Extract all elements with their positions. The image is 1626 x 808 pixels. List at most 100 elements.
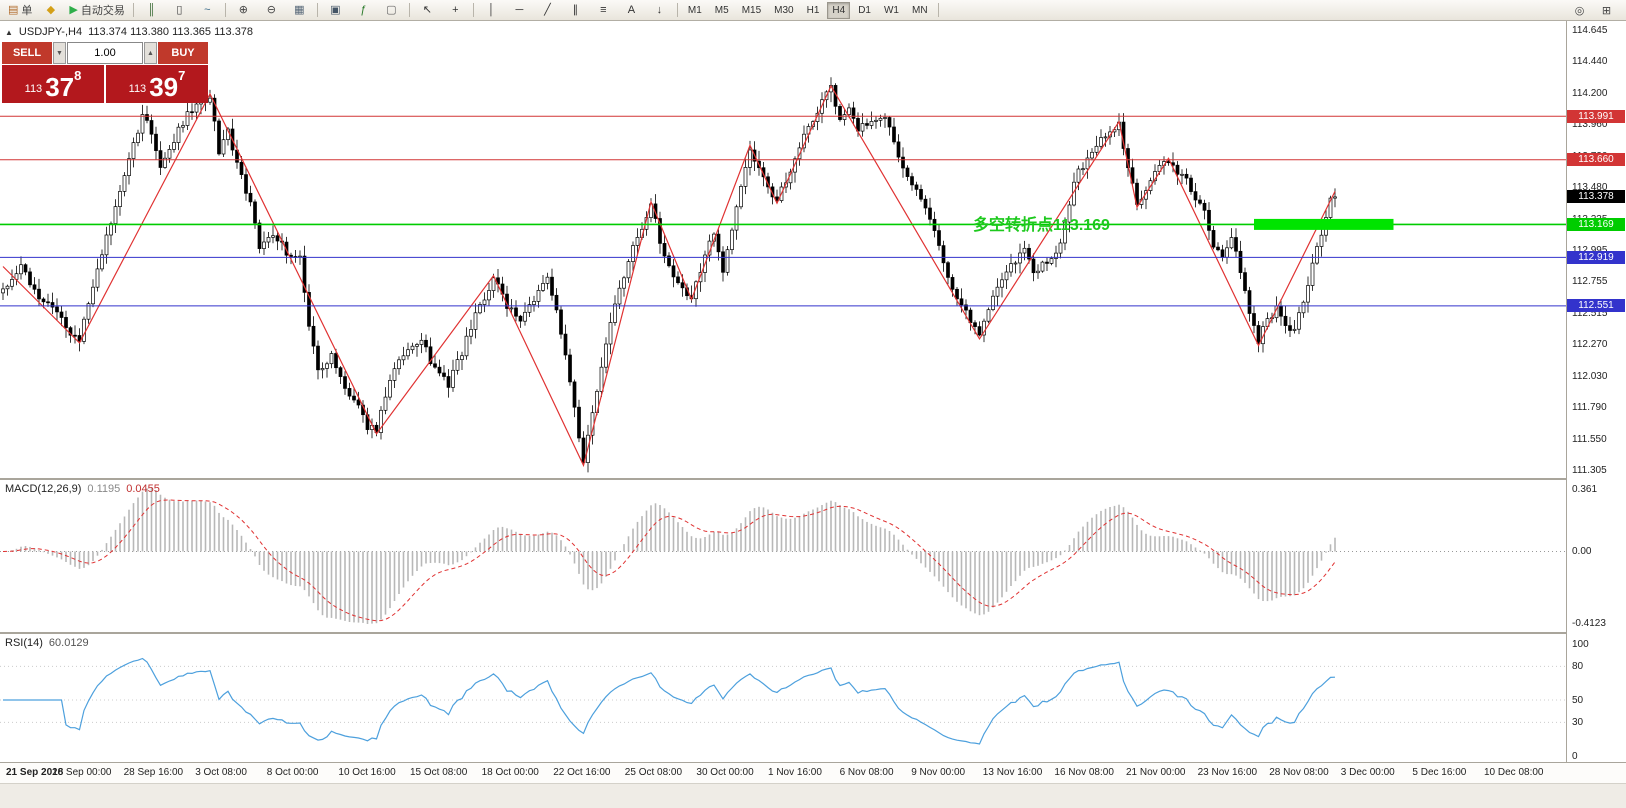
- vertical-line-button[interactable]: │: [478, 1, 505, 20]
- price-axis-label: 80: [1572, 661, 1584, 673]
- timeframe-m1-button[interactable]: M1: [687, 4, 702, 16]
- fibonacci-button[interactable]: ≡: [590, 1, 617, 20]
- buy-price-display[interactable]: 113 39 7: [106, 65, 208, 103]
- autotrading-icon: ▶: [69, 3, 78, 16]
- toolbar-separator: [132, 3, 134, 17]
- tile-windows-button[interactable]: ▣: [322, 1, 349, 20]
- toolbar: ▤ 单 ◆ ▶ 自动交易 ║ ▯ ~ ⊕ ⊖ ▦ ▣ ƒ ▢ ↖ + │ ─ ╱ ∥ ≡ A ↓ M1 M5 M15 M30 H1 H4…: [0, 0, 1626, 21]
- timeframe-h4-button[interactable]: H4: [827, 1, 851, 19]
- price-axis-label: -0.4123: [1572, 618, 1606, 629]
- objects-list-button[interactable]: ▢: [378, 1, 405, 20]
- time-axis-label: 26 Sep 00:00: [52, 767, 112, 778]
- objects-list-icon: ▢: [386, 3, 397, 16]
- buy-button[interactable]: BUY: [158, 42, 208, 64]
- time-axis-label: 9 Nov 00:00: [911, 767, 966, 778]
- tile-windows-icon: ▣: [330, 3, 341, 16]
- toolbar-separator: [472, 3, 474, 17]
- panel-splitter[interactable]: [0, 632, 1626, 634]
- trade-panel-prices: 113 37 8 113 39 7: [2, 65, 208, 103]
- toolbar-separator: [676, 3, 678, 17]
- arrows-button[interactable]: ↓: [646, 1, 673, 20]
- symbol-ohlc: 113.374 113.380 113.365 113.378: [88, 26, 254, 38]
- price-axis[interactable]: 114.645114.440114.200113.960113.720113.4…: [1566, 21, 1626, 762]
- price-badge-113.991: 113.991: [1567, 109, 1625, 123]
- search-icon: ◎: [1574, 5, 1585, 17]
- grid-button[interactable]: ▦: [286, 1, 313, 20]
- sell-button[interactable]: SELL: [2, 42, 52, 64]
- ohlc-bars-icon: ║: [147, 3, 156, 16]
- price-axis-label: 0.361: [1572, 484, 1598, 495]
- time-axis-label: 21 Sep 2018: [6, 767, 64, 778]
- price-axis-label: 112.995: [1572, 245, 1607, 256]
- indicators-button[interactable]: ƒ: [350, 1, 377, 20]
- timeframe-h1-button[interactable]: H1: [806, 4, 820, 16]
- timeframe-m5-button[interactable]: M5: [714, 4, 729, 16]
- cursor-button[interactable]: ↖: [414, 1, 441, 20]
- price-axis-label: 50: [1572, 695, 1584, 706]
- rsi-panel[interactable]: RSI(14) 60.0129: [0, 634, 1566, 762]
- rsi-line: [3, 657, 1336, 745]
- panel-splitter[interactable]: [0, 478, 1626, 480]
- line-chart-button[interactable]: ~: [194, 1, 221, 20]
- timeframe-m30-button[interactable]: M30: [774, 4, 794, 16]
- pivot-zone-bar[interactable]: [1254, 218, 1394, 230]
- macd-chart[interactable]: [0, 480, 1566, 632]
- timeframe-w1-button[interactable]: W1: [883, 4, 899, 16]
- search-button[interactable]: ◎: [1566, 2, 1593, 21]
- symbol-header: ▲ USDJPY-,H4 113.374 113.380 113.365 113…: [5, 26, 253, 38]
- volume-up-button[interactable]: ▲: [144, 42, 157, 64]
- macd-header: MACD(12,26,9) 0.1195 0.0455: [5, 483, 160, 495]
- price-axis-label: 100: [1572, 639, 1589, 650]
- quick-panel-icon: ⊞: [1601, 5, 1612, 17]
- volume-input[interactable]: [67, 42, 143, 64]
- candlesticks-button[interactable]: ▯: [166, 1, 193, 20]
- rsi-header: RSI(14) 60.0129: [5, 637, 89, 649]
- price-axis-label: 113.480: [1572, 182, 1608, 194]
- text-label-button[interactable]: A: [618, 1, 645, 20]
- new-order-icon: ▤: [8, 3, 19, 16]
- axis-splitter: [0, 762, 1626, 763]
- price-axis-label: 0.00: [1572, 546, 1592, 558]
- ohlc-bars-button[interactable]: ║: [138, 1, 165, 20]
- macd-panel[interactable]: MACD(12,26,9) 0.1195 0.0455: [0, 480, 1566, 632]
- buy-price-prefix: 113: [128, 83, 147, 95]
- trendline-icon: ╱: [544, 3, 551, 16]
- chart-window-button[interactable]: ◆: [37, 1, 64, 20]
- quick-panel-button[interactable]: ⊞: [1593, 2, 1620, 21]
- symbol-arrow-icon: ▲: [5, 27, 13, 37]
- volume-down-button[interactable]: ▼: [53, 42, 66, 64]
- arrows-icon: ↓: [656, 3, 663, 16]
- main-chart-panel[interactable]: ▲ USDJPY-,H4 113.374 113.380 113.365 113…: [0, 21, 1566, 478]
- zoom-in-button[interactable]: ⊕: [230, 1, 257, 20]
- zigzag-line[interactable]: [2, 84, 1336, 468]
- time-axis-label: 25 Oct 08:00: [624, 767, 683, 778]
- equidistant-channel-button[interactable]: ∥: [562, 1, 589, 20]
- rsi-chart[interactable]: [0, 634, 1566, 762]
- candlestick-chart[interactable]: [0, 21, 1566, 478]
- price-axis-label: 111.790: [1572, 402, 1607, 414]
- pivot-annotation-text[interactable]: 多空转折点113.169: [973, 217, 1110, 234]
- time-axis[interactable]: 21 Sep 2018 26 Sep 00:00 28 Sep 16:00 3 Oct…: [0, 763, 1626, 783]
- trade-panel-controls: SELL ▼ ▲ BUY: [2, 42, 208, 64]
- price-axis-label: 111.305: [1572, 465, 1607, 477]
- timeframe-d1-button[interactable]: D1: [858, 4, 871, 16]
- time-axis-label: 22 Oct 16:00: [553, 767, 611, 778]
- trendline-button[interactable]: ╱: [534, 1, 561, 20]
- grid-icon: ▦: [294, 3, 305, 16]
- time-axis-label: 28 Sep 16:00: [123, 767, 184, 778]
- macd-histogram: [6, 488, 1336, 624]
- new-order-button[interactable]: ▤ 单: [4, 1, 36, 20]
- autotrading-label: 自动交易: [80, 5, 125, 17]
- time-axis-label: 5 Dec 16:00: [1412, 767, 1467, 778]
- zoom-out-button[interactable]: ⊖: [258, 1, 285, 20]
- timeframe-m15-button[interactable]: M15: [741, 4, 762, 16]
- time-axis-label: 23 Nov 16:00: [1197, 767, 1258, 778]
- timeframe-mn-button[interactable]: MN: [911, 4, 928, 16]
- crosshair-button[interactable]: +: [442, 1, 469, 20]
- vertical-line-icon: │: [487, 3, 495, 16]
- sell-price-display[interactable]: 113 37 8: [2, 65, 104, 103]
- autotrading-button[interactable]: ▶ 自动交易: [65, 1, 128, 20]
- price-axis-label: 112.755: [1572, 276, 1608, 288]
- cursor-icon: ↖: [422, 3, 432, 16]
- horizontal-line-button[interactable]: ─: [506, 1, 533, 20]
